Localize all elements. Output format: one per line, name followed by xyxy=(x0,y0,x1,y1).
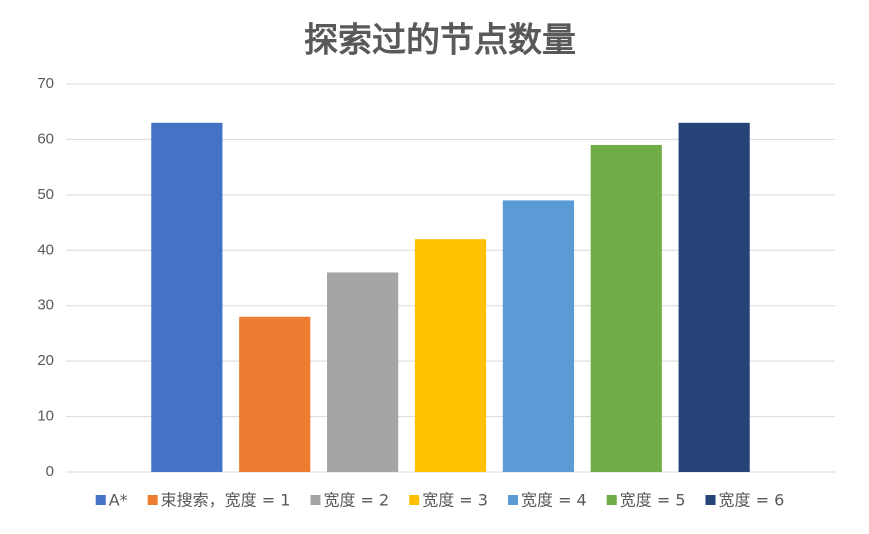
bar xyxy=(327,272,399,472)
y-tick-label: 10 xyxy=(37,408,54,425)
y-tick-label: 30 xyxy=(37,297,54,314)
legend-swatch xyxy=(95,495,106,505)
y-tick-label: 50 xyxy=(37,186,54,203)
y-tick-label: 70 xyxy=(37,75,54,92)
legend-swatch xyxy=(507,495,518,505)
legend-label: A* xyxy=(109,491,128,510)
bar xyxy=(239,316,311,472)
legend-swatch xyxy=(705,495,716,505)
legend-label: 宽度 = 4 xyxy=(521,491,587,510)
bar xyxy=(151,122,223,473)
legend: A* 束搜索，宽度 = 1 宽度 = 2 宽度 = 3 宽度 = 4 宽度 = 5 宽度 =… xyxy=(95,491,785,510)
legend-label: 宽度 = 3 xyxy=(422,491,488,510)
y-tick-label: 40 xyxy=(37,241,54,258)
bar xyxy=(502,200,574,472)
chart-title: 探索过的节点数量 xyxy=(304,21,576,61)
legend-swatch xyxy=(147,495,158,505)
bar xyxy=(678,122,750,473)
legend-swatch xyxy=(606,495,617,505)
bar xyxy=(590,144,662,472)
y-tick-label: 0 xyxy=(46,463,54,480)
legend-swatch xyxy=(409,495,420,505)
legend-label: 宽度 = 2 xyxy=(323,491,389,510)
legend-label: 束搜索，宽度 = 1 xyxy=(161,491,291,510)
y-tick-label: 20 xyxy=(37,352,54,369)
y-tick-label: 60 xyxy=(37,130,54,147)
legend-label: 宽度 = 6 xyxy=(719,491,785,510)
legend-label: 宽度 = 5 xyxy=(620,491,686,510)
legend-swatch xyxy=(310,495,321,505)
bar xyxy=(414,239,487,472)
